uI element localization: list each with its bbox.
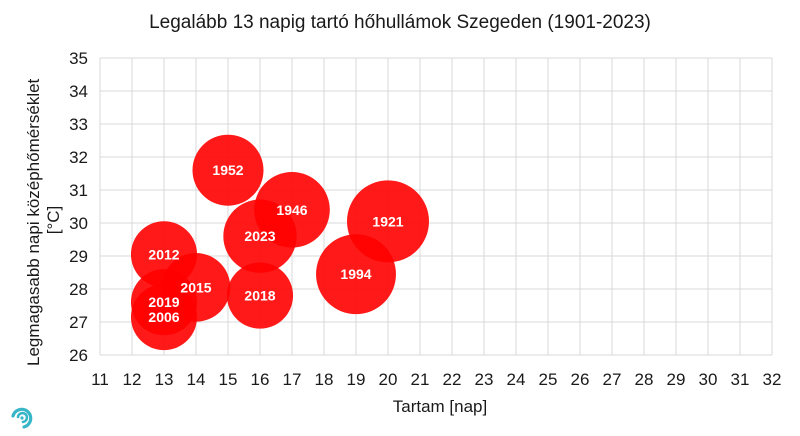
bubble-label-1946: 1946 [276,202,307,218]
bubble-1994 [316,234,396,315]
y-tick-label: 32 [69,148,88,167]
y-axis-label-line-1: Legmagasabb napi középhőmérséklet [24,78,43,366]
bubble-2023 [223,199,297,273]
x-axis-ticks: 11 12 13 14 15 16 17 18 19 20 21 22 23 24 25 26 27 28 29 30… [91,370,781,389]
bubble-2006 [130,283,198,351]
bubble-label-1952: 1952 [212,162,243,178]
x-tick-label: 32 [763,370,782,389]
y-tick-label: 35 [69,49,88,68]
grid-lines [99,57,773,356]
bubble-2018 [226,262,294,329]
bubble-label-2019: 2019 [148,294,179,310]
x-tick-label: 11 [91,370,109,389]
bubble-label-1994: 1994 [340,266,371,282]
x-tick-label: 28 [635,370,654,389]
x-tick-label: 14 [187,370,206,389]
x-tick-label: 30 [699,370,718,389]
x-tick-label: 21 [411,370,430,389]
x-tick-label: 16 [251,370,270,389]
x-tick-label: 18 [315,370,334,389]
y-axis-ticks: 26 27 28 29 30 31 32 33 34 35 [69,49,88,365]
y-tick-label: 27 [69,313,88,332]
x-tick-label: 23 [475,370,494,389]
x-tick-label: 12 [123,370,142,389]
bubble-label-2015: 2015 [180,279,211,295]
y-tick-label: 30 [69,214,88,233]
bubble-1952 [192,134,264,206]
x-tick-label: 22 [443,370,462,389]
swirl-logo-icon [11,407,33,429]
x-tick-label: 26 [571,370,590,389]
y-tick-label: 28 [69,280,88,299]
y-tick-label: 33 [69,115,88,134]
bubble-label-2006: 2006 [148,309,179,325]
x-tick-label: 15 [219,370,238,389]
bubble-label-2012: 2012 [148,246,179,262]
chart-title: Legalább 13 napig tartó hőhullámok Szege… [149,12,651,33]
y-axis-label-line-2: [°C] [44,206,63,235]
bubble-label-2018: 2018 [244,288,275,304]
x-tick-label: 29 [667,370,686,389]
x-tick-label: 19 [347,370,366,389]
y-tick-label: 26 [69,346,88,365]
bubble-label-2023: 2023 [244,228,275,244]
x-tick-label: 24 [507,370,526,389]
x-tick-label: 27 [603,370,622,389]
x-axis-label: Tartam [nap] [393,397,488,416]
x-tick-label: 13 [155,370,174,389]
y-tick-label: 31 [69,181,88,200]
x-tick-label: 17 [283,370,302,389]
y-tick-label: 34 [69,82,88,101]
x-tick-label: 20 [379,370,398,389]
bubble-label-1921: 1921 [372,213,403,229]
x-tick-label: 31 [731,370,750,389]
x-tick-label: 25 [539,370,558,389]
y-tick-label: 29 [69,247,88,266]
y-axis-label: Legmagasabb napi középhőmérséklet [°C] [24,74,63,366]
